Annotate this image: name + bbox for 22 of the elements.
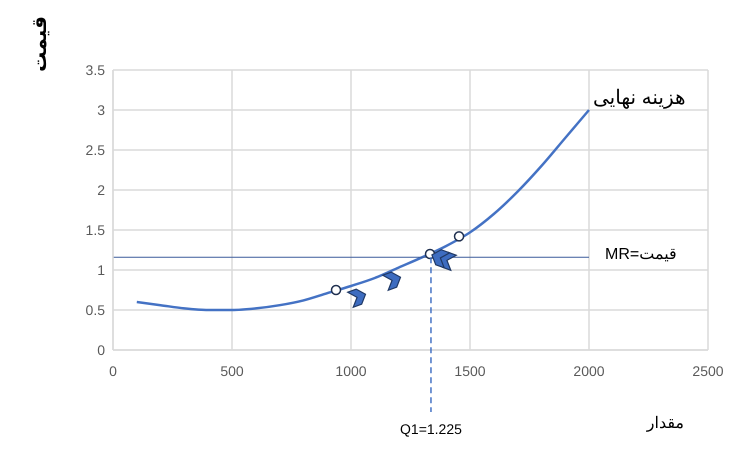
y-axis-title: قیمت <box>29 16 51 72</box>
y-tick-label: 1.5 <box>86 222 106 238</box>
y-tick-label: 0.5 <box>86 302 106 318</box>
x-axis-title: مقدار <box>646 415 684 432</box>
y-tick-label: 3 <box>97 102 106 118</box>
x-tick-label: 2500 <box>692 362 724 379</box>
series-label: هزینه نهایی <box>593 87 686 109</box>
x-tick-label: 1500 <box>454 362 486 379</box>
point <box>454 231 464 242</box>
y-tick-label: 2.5 <box>86 142 106 158</box>
point <box>330 284 342 296</box>
line-series <box>136 108 590 312</box>
y-tick-label: 2 <box>97 182 106 198</box>
y-tick-label: 3.5 <box>86 62 106 78</box>
x-tick-label: 500 <box>220 362 244 379</box>
y-tick-label: 1 <box>97 262 106 278</box>
y-tick-label: 0 <box>97 342 106 358</box>
x-tick-label: 1000 <box>335 362 367 379</box>
x-tick-label: 0 <box>109 362 118 379</box>
text: Q1=1.225 <box>400 421 462 437</box>
series-label: قیمت=MR <box>605 246 677 264</box>
x-tick-label: 2000 <box>573 362 605 379</box>
